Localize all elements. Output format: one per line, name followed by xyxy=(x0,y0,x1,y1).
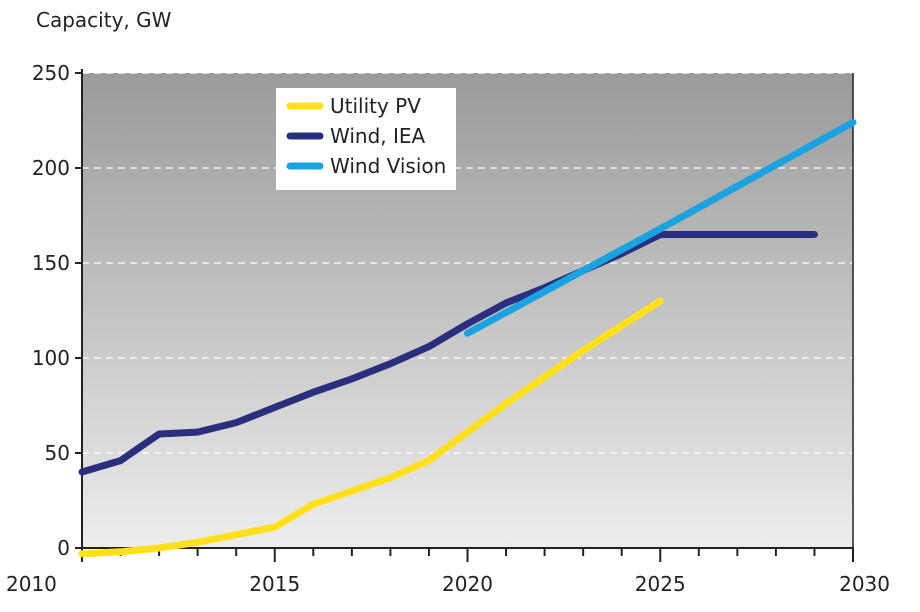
y-axis-label: Capacity, GW xyxy=(36,8,172,32)
y-tick-label-250: 250 xyxy=(32,61,70,85)
y-tick-label-150: 150 xyxy=(32,251,70,275)
y-tick-label-100: 100 xyxy=(32,346,70,370)
y-tick-label-200: 200 xyxy=(32,156,70,180)
x-tick-label-2025: 2025 xyxy=(635,572,686,596)
legend: Utility PV Wind, IEA Wind Vision xyxy=(276,88,456,190)
y-tick-label-50: 50 xyxy=(45,441,70,465)
x-tick-label-2030: 2030 xyxy=(839,572,890,596)
series-line-wind-vision xyxy=(464,118,857,337)
series-layer xyxy=(78,118,857,558)
legend-label-utility-pv: Utility PV xyxy=(330,94,421,118)
series-line-wind-iea xyxy=(78,231,818,476)
x-tick-label-2020: 2020 xyxy=(442,572,493,596)
y-tick-label-0: 0 xyxy=(57,536,70,560)
plot-background xyxy=(82,73,853,548)
axes: 0 50 100 150 200 250 2010 2015 2020 2025 2030 xyxy=(6,61,890,596)
gridlines xyxy=(82,72,853,454)
legend-label-wind-vision: Wind Vision xyxy=(330,154,446,178)
x-tick-label-2010: 2010 xyxy=(6,572,57,596)
x-tick-label-2015: 2015 xyxy=(249,572,300,596)
series-line-utility-pv xyxy=(78,297,664,558)
legend-label-wind-iea: Wind, IEA xyxy=(330,124,426,148)
